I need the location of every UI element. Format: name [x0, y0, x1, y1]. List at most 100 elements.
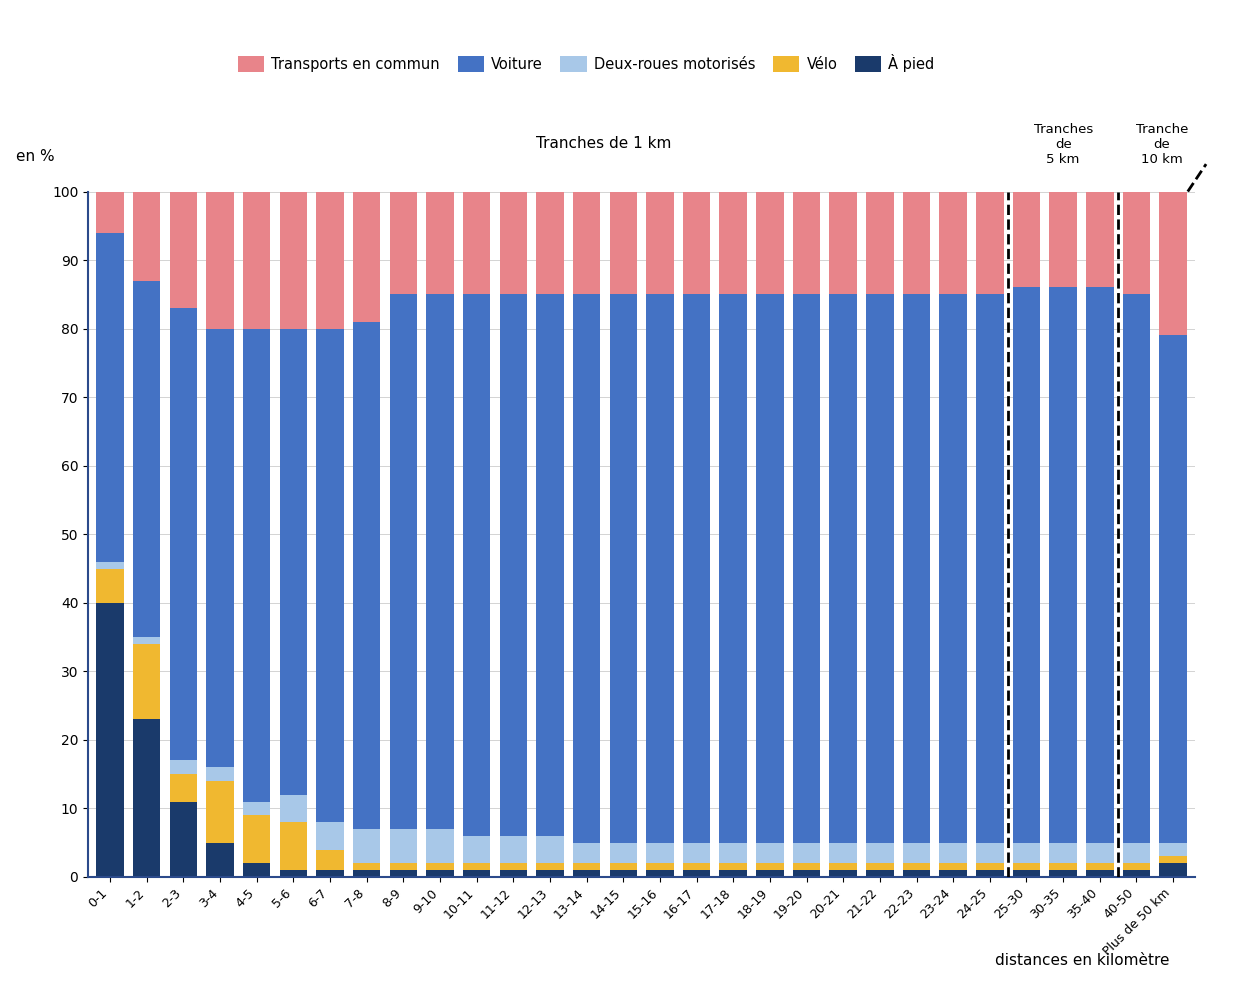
Bar [1049, 870, 1077, 877]
Bar [279, 794, 307, 823]
Bar [1013, 863, 1040, 870]
Bar [206, 767, 234, 781]
Bar [1122, 294, 1150, 843]
Bar [610, 843, 637, 863]
Bar [536, 870, 564, 877]
Bar [390, 870, 418, 877]
Bar [97, 233, 123, 561]
Bar [1160, 843, 1186, 857]
Bar [536, 192, 564, 294]
Bar [390, 829, 418, 863]
Text: Tranches
de
5 km: Tranches de 5 km [1034, 123, 1093, 166]
Bar [463, 294, 491, 836]
Bar [1122, 192, 1150, 294]
Bar [279, 192, 307, 329]
Bar [243, 815, 270, 863]
Bar [793, 870, 820, 877]
Bar [243, 801, 270, 815]
Bar [133, 192, 161, 280]
Bar [390, 863, 418, 870]
Bar [353, 863, 380, 870]
Bar [940, 843, 967, 863]
Bar [170, 774, 198, 801]
Bar [829, 192, 857, 294]
Bar [1049, 863, 1077, 870]
Bar [647, 870, 673, 877]
Bar [133, 720, 161, 877]
Text: Tranche
de
10 km: Tranche de 10 km [1136, 123, 1189, 166]
Bar [390, 294, 418, 829]
Bar [829, 863, 857, 870]
Bar [683, 294, 711, 843]
Bar [572, 192, 600, 294]
Bar [610, 294, 637, 843]
Bar [133, 280, 161, 637]
Bar [866, 843, 893, 863]
Bar [940, 863, 967, 870]
Bar [647, 843, 673, 863]
Bar [426, 294, 454, 829]
Bar [756, 870, 784, 877]
Bar [1160, 863, 1186, 877]
Bar [170, 308, 198, 760]
Bar [426, 870, 454, 877]
Bar [572, 863, 600, 870]
Bar [279, 329, 307, 794]
Bar [1013, 843, 1040, 863]
Bar [866, 870, 893, 877]
Bar [756, 843, 784, 863]
Bar [499, 870, 527, 877]
Bar [97, 192, 123, 233]
Bar [903, 863, 930, 870]
Bar [1086, 863, 1113, 870]
Bar [683, 863, 711, 870]
Legend: Transports en commun, Voiture, Deux-roues motorisés, Vélo, À pied: Transports en commun, Voiture, Deux-roue… [231, 48, 941, 78]
Bar [463, 192, 491, 294]
Bar [1086, 287, 1113, 843]
Bar [1086, 870, 1113, 877]
Bar [426, 192, 454, 294]
Bar [316, 850, 343, 870]
Bar [536, 863, 564, 870]
Bar [572, 294, 600, 843]
Bar [316, 329, 343, 823]
Bar [353, 192, 380, 322]
Bar [426, 863, 454, 870]
Bar [647, 294, 673, 843]
Bar [976, 863, 1004, 870]
Bar [756, 192, 784, 294]
Bar [1122, 870, 1150, 877]
Bar [976, 294, 1004, 843]
Text: Tranches de 1 km: Tranches de 1 km [536, 136, 672, 151]
Bar [976, 870, 1004, 877]
Bar [279, 870, 307, 877]
Bar [572, 843, 600, 863]
Bar [1122, 863, 1150, 870]
Bar [756, 863, 784, 870]
Bar [1086, 192, 1113, 287]
Bar [647, 863, 673, 870]
Bar [1013, 287, 1040, 843]
Bar [903, 192, 930, 294]
Bar [866, 192, 893, 294]
Bar [720, 192, 747, 294]
Bar [133, 644, 161, 720]
Bar [720, 843, 747, 863]
Bar [316, 870, 343, 877]
Bar [133, 637, 161, 644]
Bar [170, 192, 198, 308]
Bar [206, 781, 234, 843]
Bar [572, 870, 600, 877]
Bar [976, 843, 1004, 863]
Bar [463, 863, 491, 870]
Bar [829, 843, 857, 863]
Bar [426, 829, 454, 863]
Bar [279, 823, 307, 870]
Bar [756, 294, 784, 843]
Bar [903, 870, 930, 877]
Bar [390, 192, 418, 294]
Bar [499, 294, 527, 836]
Bar [610, 870, 637, 877]
Text: distances en kilomètre: distances en kilomètre [995, 953, 1170, 968]
Bar [243, 192, 270, 329]
